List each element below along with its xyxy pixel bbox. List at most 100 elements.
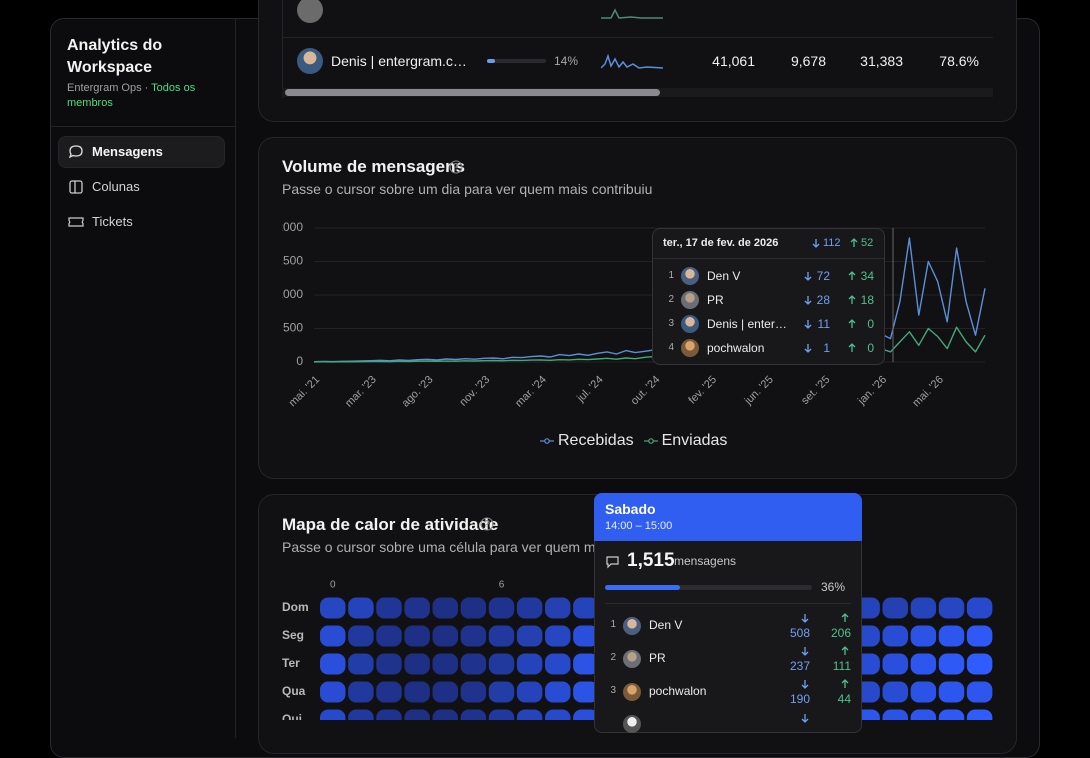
heat-cell	[320, 597, 346, 619]
heat-cell	[938, 597, 965, 619]
page: Analytics do Workspace Entergram Ops · T…	[50, 0, 1040, 758]
received-icon	[801, 614, 809, 623]
x-tick-label: out. '24	[629, 374, 663, 408]
heat-cell	[573, 653, 599, 675]
legend-item[interactable]: Recebidas	[540, 432, 634, 450]
help-icon	[480, 517, 494, 531]
avatar	[681, 267, 699, 285]
arrow	[848, 271, 856, 280]
chart-subtitle: Passe o cursor sobre uma célula para ver…	[282, 539, 679, 555]
heat-cell	[910, 653, 937, 675]
x-tick-label: nov. '23	[457, 374, 492, 409]
rank: 2	[668, 294, 674, 305]
nav-item[interactable]: Mensagens	[92, 144, 163, 159]
sent-icon	[848, 295, 856, 304]
heat-cell	[488, 653, 515, 675]
member-name: Denis | entergram.c…	[331, 53, 467, 69]
hour-label: 0	[330, 580, 336, 591]
arrow	[841, 613, 849, 622]
heat-cell	[966, 625, 993, 647]
heat-cell	[460, 653, 487, 675]
received-count: 1	[823, 341, 830, 355]
avatar	[297, 48, 323, 74]
icon	[69, 180, 83, 194]
heat-cell	[348, 681, 374, 703]
heat-cell	[516, 625, 543, 647]
heat-cell	[404, 653, 430, 675]
avatar	[297, 0, 323, 23]
heat-cell	[545, 597, 571, 619]
heat-cell	[966, 681, 993, 703]
avatar	[681, 339, 699, 357]
rank: 4	[668, 342, 674, 353]
heat-cell	[545, 709, 571, 720]
y-tick-label: 1500	[282, 254, 303, 268]
heat-cell	[348, 597, 374, 619]
rank: 1	[668, 270, 674, 281]
avatar	[623, 715, 641, 733]
x-tick-label: mar. '24	[513, 374, 549, 410]
sent-count: 18	[860, 293, 874, 307]
share-label: 14%	[554, 54, 579, 68]
scroll-thumb[interactable]	[285, 89, 660, 96]
table-cell: 31,383	[860, 53, 903, 69]
heat-cell	[488, 709, 515, 720]
received-count: 508	[789, 626, 810, 640]
x-tick-label: fev. '25	[686, 374, 719, 407]
chart-title: Mapa de calor de atividade	[282, 515, 499, 534]
sidebar-subtitle: Entergram Ops · Todos os membros	[67, 81, 202, 111]
rank: 3	[610, 685, 616, 696]
sparkline	[601, 8, 663, 19]
nav-active-bg	[58, 136, 225, 168]
heat-cell	[460, 625, 487, 647]
day-label: Seg	[282, 628, 304, 642]
tooltip-divider	[605, 603, 851, 604]
arrow	[848, 319, 856, 328]
heat-cell	[432, 597, 458, 619]
heat-cell	[516, 653, 543, 675]
heat-cell	[910, 625, 937, 647]
chart-title: Volume de mensagens	[282, 157, 465, 176]
heat-cell	[938, 653, 965, 675]
share-label: 36%	[821, 580, 846, 594]
received-icon	[801, 680, 809, 689]
day-label: Dom	[282, 600, 309, 614]
heat-cell	[938, 681, 965, 703]
nav-icon	[69, 180, 83, 194]
row-divider	[282, 37, 993, 38]
sidebar-title: Analytics do Workspace	[67, 37, 163, 76]
nav-item[interactable]: Colunas	[92, 179, 140, 194]
tooltip-header	[594, 493, 862, 541]
avatar	[623, 683, 641, 701]
tooltip-date: ter., 17 de fev. de 2026	[663, 237, 779, 249]
sent-icon	[848, 343, 856, 352]
share-bar	[487, 59, 496, 63]
sidebar	[50, 18, 236, 738]
share-track	[605, 585, 812, 590]
heat-cell	[882, 653, 908, 675]
x-tick-label: ago. '23	[400, 374, 436, 410]
contributor-name: pochwalon	[649, 684, 707, 698]
heat-cell	[882, 597, 908, 619]
heat-cell	[573, 681, 599, 703]
sent-icon	[850, 238, 858, 247]
scope-link[interactable]: Todos os membros	[67, 82, 196, 109]
received-icon	[804, 320, 812, 329]
chart-subtitle: Passe o cursor sobre um dia para ver que…	[282, 181, 653, 197]
heat-cell	[910, 709, 937, 720]
day-label: Ter	[282, 656, 300, 670]
rank: 2	[610, 652, 616, 663]
legend-item[interactable]: Enviadas	[643, 432, 727, 450]
heat-cell	[460, 597, 487, 619]
table-scroll	[282, 0, 994, 98]
nav-item[interactable]: Tickets	[92, 214, 133, 229]
nav-icon	[68, 217, 84, 227]
arrow	[841, 679, 849, 688]
heat-cell	[882, 625, 908, 647]
share-bar	[605, 585, 680, 590]
arrow	[801, 614, 809, 623]
heat-cell	[966, 653, 993, 675]
heat-cell	[404, 597, 430, 619]
volume-card	[258, 137, 1017, 479]
heat-cell	[320, 625, 346, 647]
